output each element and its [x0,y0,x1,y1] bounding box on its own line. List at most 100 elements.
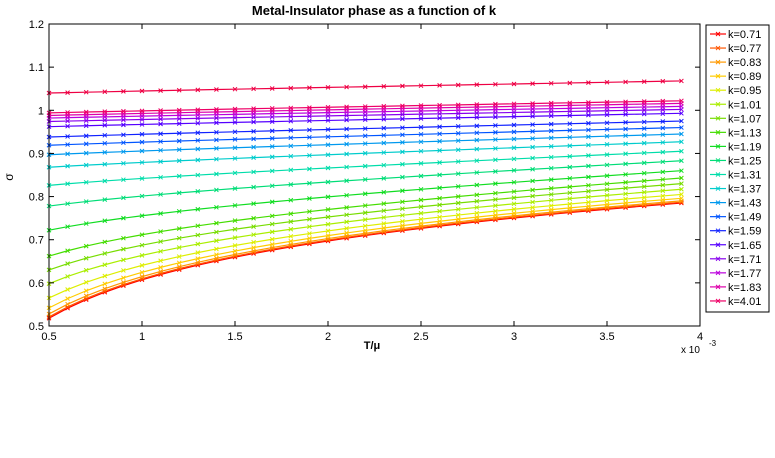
data-point [586,80,591,85]
legend-label: k=1.13 [728,127,761,139]
data-point [232,145,238,151]
data-point [121,149,126,155]
data-point [455,115,461,121]
data-point [362,104,368,109]
legend-marker [715,45,721,51]
data-point [623,179,628,185]
x-tick-label: 1 [139,331,145,343]
data-point [493,197,498,202]
data-point [176,264,182,270]
data-point [269,236,275,242]
data-point [567,175,573,181]
data-point [251,215,256,221]
legend-label: k=1.71 [728,254,761,266]
data-point [102,161,108,167]
data-point [232,243,238,248]
data-point [121,257,126,263]
data-point [437,138,442,144]
data-point [381,125,387,131]
data-point [139,131,145,137]
legend-item: k=0.95 [710,85,761,97]
data-point [623,99,628,105]
data-point [567,196,573,202]
data-point [195,223,201,229]
data-point [121,122,126,128]
data-point [511,195,517,201]
data-point [679,118,684,124]
data-point [418,139,424,145]
data-point [325,165,331,171]
data-point [102,239,108,245]
data-point [325,228,331,234]
data-point [83,279,89,285]
data-point [288,128,294,133]
data-point [65,90,70,95]
data-point [455,82,461,88]
data-point [548,121,554,127]
legend-item: k=1.25 [710,155,761,167]
data-point [530,81,535,86]
data-point [362,177,368,182]
data-point [176,130,182,136]
data-point [65,287,70,292]
data-point [660,197,666,203]
data-point [586,127,591,133]
data-point [455,194,461,199]
data-point [604,120,610,126]
data-point [641,195,647,200]
data-point [493,203,498,208]
data-point [623,120,628,125]
data-point [604,127,610,132]
data-point [158,211,163,216]
data-point [530,101,535,106]
data-point [195,172,201,178]
data-point [214,129,219,135]
x-tick-label: 1.5 [227,331,242,343]
data-point [455,206,461,212]
legend-item: k=1.59 [710,226,761,238]
data-point [121,177,126,183]
data-point [511,206,517,212]
data-point [660,159,666,165]
data-point [641,178,647,184]
data-point [418,197,424,203]
data-point [176,208,182,214]
data-point [195,250,201,255]
data-point [400,212,405,218]
data-point [232,120,238,125]
data-point [139,122,145,127]
legend-label: k=1.49 [728,212,761,224]
data-point [418,83,424,89]
data-point [269,154,275,160]
data-point [362,126,368,131]
data-point [362,150,368,156]
data-point [251,86,256,92]
data-point [660,119,666,124]
data-point [307,231,312,236]
data-point [604,198,610,203]
data-point [232,218,238,223]
series-k=1.01 [46,186,684,287]
data-point [548,128,554,134]
data-point [418,124,424,130]
data-point [83,123,89,129]
data-point [325,152,331,158]
legend-label: k=1.19 [728,141,761,153]
data-point [418,131,424,137]
data-point [344,205,349,210]
data-point [121,268,126,273]
y-tick-label: 1 [38,105,44,117]
data-point [251,201,256,206]
data-point [437,202,442,208]
data-point [679,195,684,201]
data-point [83,255,89,261]
data-point [158,174,163,180]
data-point [511,114,517,119]
data-point [102,281,108,287]
y-tick-label: 0.5 [29,321,44,333]
data-point [83,243,89,249]
data-point [158,229,163,234]
data-point [214,204,219,210]
